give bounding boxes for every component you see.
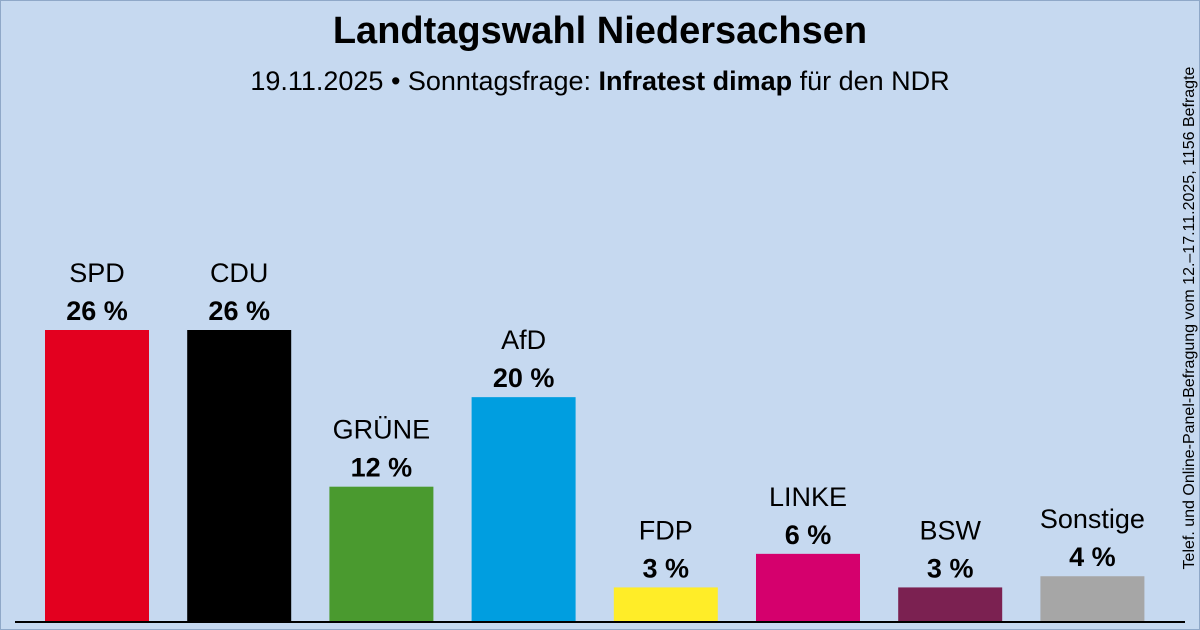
party-label-linke: LINKE xyxy=(769,482,847,512)
party-label-spd: SPD xyxy=(69,258,125,288)
bar-linke xyxy=(756,553,860,621)
party-label-afd: AfD xyxy=(501,325,546,355)
bar-bsw xyxy=(898,587,1003,621)
value-label-fdp: 3 % xyxy=(643,553,690,583)
bar-cdu xyxy=(187,330,292,621)
value-label-spd: 26 % xyxy=(66,296,128,326)
value-label-gr-ne: 12 % xyxy=(351,453,413,483)
chart-subtitle: 19.11.2025 • Sonntagsfrage: Infratest di… xyxy=(0,66,1200,97)
party-label-fdp: FDP xyxy=(639,515,693,545)
bar-group: 26 % SPD 26 % CDU 12 % GRÜNE 20 % AfD 3 % FDP 6 % L… xyxy=(45,258,1145,621)
subtitle-client: für den NDR xyxy=(799,66,950,96)
party-label-sonstige: Sonstige xyxy=(1040,504,1145,534)
value-label-afd: 20 % xyxy=(493,363,555,393)
bar-fdp xyxy=(613,587,718,621)
value-label-bsw: 3 % xyxy=(927,553,974,583)
party-label-gr-ne: GRÜNE xyxy=(333,415,431,445)
value-label-linke: 6 % xyxy=(785,520,832,550)
bar-sonstige xyxy=(1040,576,1145,621)
chart-title: Landtagswahl Niedersachsen xyxy=(332,10,868,52)
value-label-cdu: 26 % xyxy=(208,296,270,326)
party-label-bsw: BSW xyxy=(919,515,981,545)
value-label-sonstige: 4 % xyxy=(1069,542,1116,572)
bar-afd xyxy=(471,397,576,621)
bar-gr-ne xyxy=(329,486,434,621)
subtitle-date-question: 19.11.2025 • Sonntagsfrage: xyxy=(250,66,592,96)
subtitle-institute: Infratest dimap xyxy=(598,66,793,96)
bar-spd xyxy=(45,330,149,621)
party-label-cdu: CDU xyxy=(210,258,269,288)
